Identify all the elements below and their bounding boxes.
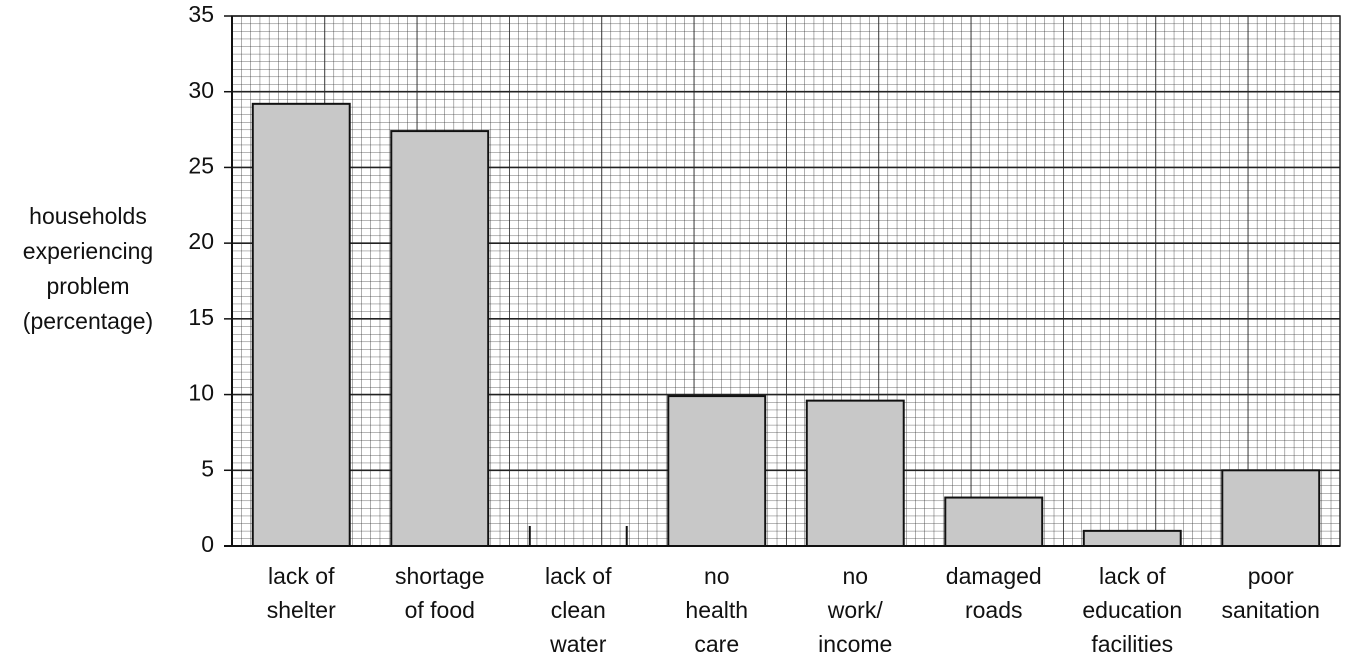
x-tick-label: no [842,563,868,589]
x-tick-label: shortage [395,563,485,589]
y-axis-label: households [29,203,147,229]
y-axis-label: (percentage) [23,308,153,334]
x-tick-label: lack of [1099,563,1166,589]
bar [390,130,490,547]
x-tick-label: shelter [267,597,336,623]
x-tick-label: education [1082,597,1182,623]
x-tick-label: care [694,631,739,657]
y-tick-label: 5 [201,455,214,481]
bar [1082,529,1182,547]
bar [944,496,1044,547]
y-tick-label: 35 [188,1,214,27]
x-tick-label: water [549,631,607,657]
y-tick-label: 25 [188,153,214,179]
x-tick-label: clean [551,597,606,623]
x-tick-label: facilities [1091,631,1173,657]
x-tick-label: damaged [946,563,1042,589]
x-tick-label: lack of [268,563,335,589]
bar [667,395,767,548]
y-tick-label: 15 [188,304,214,330]
x-tick-label: of food [405,597,475,623]
y-tick-label: 20 [188,228,214,254]
x-tick-label: no [704,563,730,589]
bar [251,102,351,547]
y-axis-label: experiencing [23,238,153,264]
x-tick-label: health [685,597,748,623]
y-tick-label: 10 [188,380,214,406]
y-tick-label: 0 [201,531,214,557]
bar [805,399,905,547]
x-tick-label: roads [965,597,1023,623]
x-tick-label: lack of [545,563,612,589]
x-tick-label: income [818,631,892,657]
y-tick-label: 30 [188,77,214,103]
x-tick-label: sanitation [1222,597,1320,623]
x-tick-label: work/ [827,597,884,623]
x-tick-label: poor [1248,563,1294,589]
y-axis-label: problem [46,273,129,299]
bar [1221,469,1321,547]
